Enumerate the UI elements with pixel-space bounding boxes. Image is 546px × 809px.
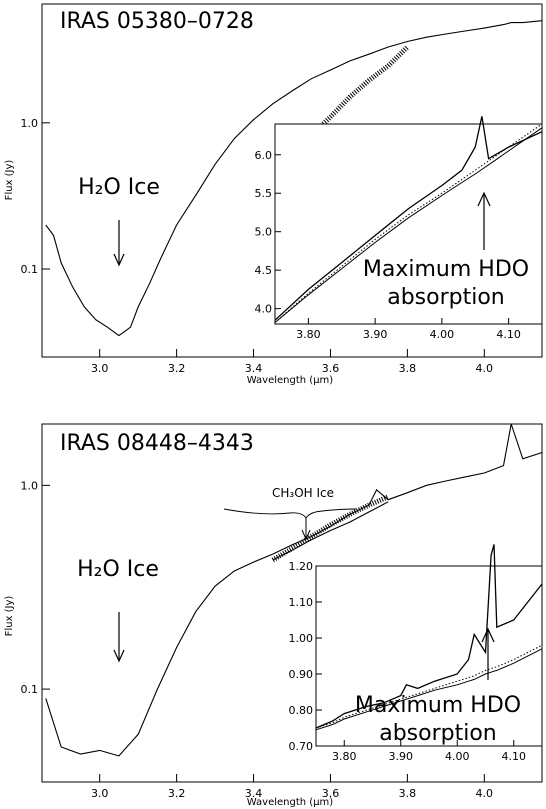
panel-1-title: IRAS 05380–0728 <box>60 9 254 34</box>
panel-1-inset-frame <box>274 123 543 325</box>
panel-2-x-tick-label: 3.2 <box>168 787 186 800</box>
panel-2-inset: 3.80 3.90 4.00 4.10 0.70 0.80 0.90 1.00 1.10 1.2… <box>289 544 543 763</box>
panel-2-inset-x-tick-label: 3.90 <box>389 750 414 763</box>
panel-1-inset-y-ticks: 4.0 4.5 5.0 5.5 6.0 <box>255 149 281 316</box>
panel-1-x-tick-label: 3.4 <box>245 362 263 375</box>
panel-1-inset-y-tick-label: 5.0 <box>255 226 273 239</box>
panel-1-inset-x-tick-label: 3.80 <box>296 328 321 341</box>
panel-2-title: IRAS 08448–4343 <box>60 431 254 456</box>
panel-2-inset-y-tick-label: 0.90 <box>289 668 314 681</box>
panel-2-x-ticks: 3.0 3.2 3.4 3.6 3.8 4.0 <box>91 774 493 800</box>
panel-1-y-tick-label: 0.1 <box>21 263 39 276</box>
panel-2-ch3oh-brace <box>223 508 357 541</box>
panel-2-inset-x-ticks: 3.80 3.90 4.00 4.10 <box>332 740 526 763</box>
panel-2-x-tick-label: 3.0 <box>91 787 109 800</box>
panel-2-inset-series-1 <box>315 544 543 729</box>
panel-1-inset-x-ticks: 3.80 3.90 4.00 4.10 <box>296 318 521 341</box>
panel-1-y-ticks: 0.1 1.0 <box>21 117 50 276</box>
panel-2-inset-y-ticks: 0.70 0.80 0.90 1.00 1.10 1.20 <box>289 560 322 753</box>
panel-2-inset-label-line2: absorption <box>379 721 497 746</box>
panel-2-inset-y-tick-label: 0.70 <box>289 740 314 753</box>
panel-1-y-axis-label: Flux (Jy) <box>4 160 15 201</box>
panel-2-x-tick-label: 3.8 <box>399 787 417 800</box>
panel-1-inset-label-line2: absorption <box>387 285 505 310</box>
panel-2-inset-y-tick-label: 0.80 <box>289 704 314 717</box>
panel-1-x-tick-label: 3.6 <box>322 362 340 375</box>
panel-2: IRAS 08448–4343 H₂O Ice CH₃OH Ice Flux (… <box>4 423 543 808</box>
panel-1-inset-series-2 <box>274 123 543 323</box>
panel-2-inset-series-3 <box>315 648 543 731</box>
panel-1-x-tick-label: 3.8 <box>399 362 417 375</box>
panel-2-series-2 <box>272 501 389 561</box>
panel-2-h2o-ice-arrow <box>113 612 125 663</box>
panel-2-hdo-arrow <box>481 627 495 680</box>
panel-1: IRAS 05380–0728 H₂O Ice Flux (Jy) Wavele… <box>4 3 543 386</box>
panel-1-h2o-ice-arrow <box>113 220 125 267</box>
panel-1-inset-series-1 <box>274 116 543 321</box>
panel-1-h2o-ice-label: H₂O Ice <box>78 175 160 200</box>
panel-2-series-3 <box>271 494 390 563</box>
panel-2-inset-x-tick-label: 3.80 <box>332 750 357 763</box>
panel-1-inset-label-line1: Maximum HDO <box>363 257 529 282</box>
panel-2-inset-frame <box>315 565 543 747</box>
panel-1-hdo-arrow <box>477 191 491 250</box>
panel-1-inset-x-tick-label: 3.90 <box>363 328 388 341</box>
panel-1-inset-y-tick-label: 5.5 <box>255 187 273 200</box>
panel-1-y-tick-label: 1.0 <box>21 117 39 130</box>
panel-2-inset-x-tick-label: 4.10 <box>502 750 527 763</box>
panel-2-x-axis-label: Wavelength (μm) <box>247 797 334 808</box>
panel-2-x-tick-label: 3.4 <box>245 787 263 800</box>
panel-2-inset-plot <box>315 544 543 731</box>
panel-1-x-ticks: 3.0 3.2 3.4 3.6 3.8 4.0 <box>91 349 493 375</box>
panel-1-inset-y-tick-label: 4.0 <box>255 303 273 316</box>
panel-2-ch3oh-ice-label: CH₃OH Ice <box>272 486 334 500</box>
panel-1-inset-x-tick-label: 4.10 <box>496 328 521 341</box>
panel-1-x-tick-label: 4.0 <box>476 362 494 375</box>
panel-1-x-axis-label: Wavelength (μm) <box>247 375 334 386</box>
panel-2-y-tick-label: 1.0 <box>21 479 39 492</box>
panel-1-x-tick-label: 3.2 <box>168 362 186 375</box>
panel-2-inset-x-tick-label: 4.00 <box>445 750 470 763</box>
panel-2-y-axis-label: Flux (Jy) <box>4 596 15 637</box>
panel-2-x-tick-label: 4.0 <box>476 787 494 800</box>
panel-2-inset-series-2 <box>315 644 543 729</box>
panel-2-inset-label-line1: Maximum HDO <box>355 693 521 718</box>
panel-2-inset-y-tick-label: 1.20 <box>289 560 314 573</box>
panel-2-y-tick-label: 0.1 <box>21 683 39 696</box>
panel-1-inset-y-tick-label: 6.0 <box>255 149 273 162</box>
panel-2-y-ticks: 0.1 1.0 <box>21 479 50 696</box>
panel-1-inset-plot <box>274 116 543 323</box>
panel-1-inset-x-tick-label: 4.00 <box>430 328 455 341</box>
panel-2-h2o-ice-label: H₂O Ice <box>77 557 159 582</box>
panel-1-inset-series-3 <box>274 127 543 323</box>
panel-2-main-plot <box>45 423 543 757</box>
panel-2-series-1 <box>45 423 543 757</box>
panel-1-inset-y-tick-label: 4.5 <box>255 264 273 277</box>
panel-2-inset-y-tick-label: 1.00 <box>289 632 314 645</box>
panel-1-inset: 3.80 3.90 4.00 4.10 4.0 4.5 5.0 5.5 6.0 Maximum… <box>255 116 543 341</box>
panel-2-inset-y-tick-label: 1.10 <box>289 596 314 609</box>
panel-1-series-1 <box>45 20 543 337</box>
panel-1-x-tick-label: 3.0 <box>91 362 109 375</box>
panel-2-x-tick-label: 3.6 <box>322 787 340 800</box>
